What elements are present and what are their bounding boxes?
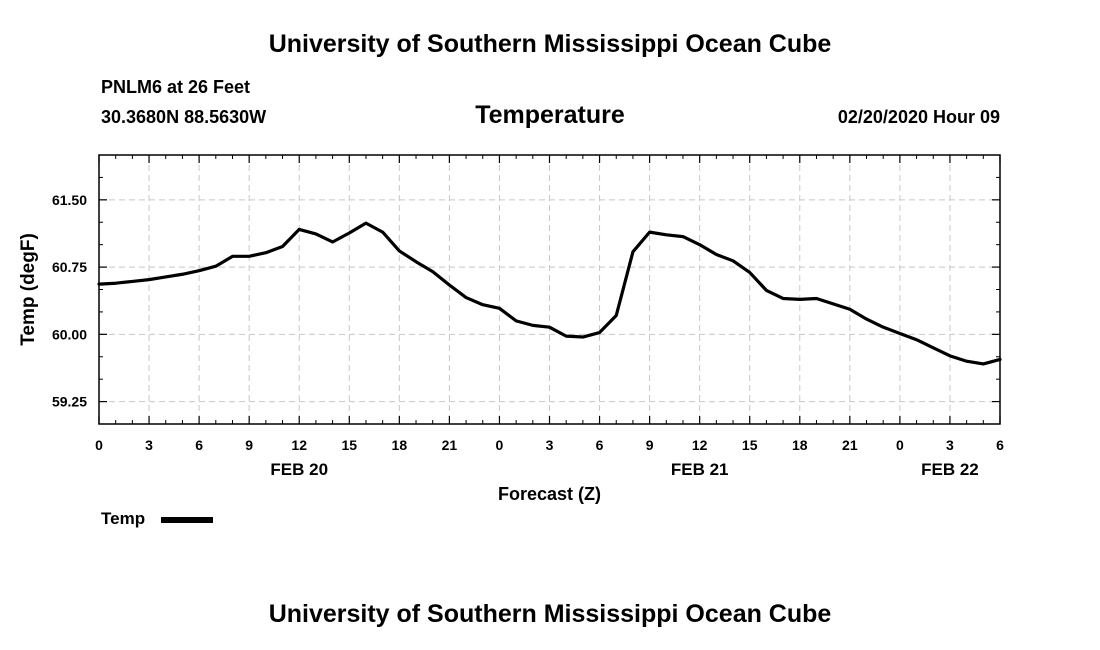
x-tick-label: 3 (946, 437, 954, 453)
date-label: FEB 20 (270, 460, 328, 479)
y-tick-label: 60.75 (52, 259, 87, 275)
x-tick-label: 18 (392, 437, 408, 453)
coordinates-label: 30.3680N 88.5630W (101, 107, 267, 127)
y-tick-label: 59.25 (52, 394, 87, 410)
footer-title: University of Southern Mississippi Ocean… (268, 600, 832, 628)
x-tick-label: 15 (742, 437, 758, 453)
x-tick-label: 6 (195, 437, 203, 453)
date-label: FEB 22 (921, 460, 979, 479)
x-tick-label: 6 (996, 437, 1004, 453)
legend-label: Temp (101, 509, 146, 528)
legend-line-swatch (161, 517, 213, 523)
y-tick-label: 60.00 (52, 326, 87, 342)
temp-series-line (97, 221, 1002, 366)
forecast-datetime: 02/20/2020 Hour 09 (837, 107, 1000, 127)
x-tick-label: 21 (442, 437, 458, 453)
x-tick-label: 0 (95, 437, 103, 453)
y-axis-title: Temp (degF) (18, 233, 39, 346)
x-tick-label: 3 (145, 437, 153, 453)
chart-title: Temperature (475, 101, 625, 129)
x-tick-label: 21 (842, 437, 858, 453)
x-tick-label: 12 (692, 437, 708, 453)
x-axis-title: Forecast (Z) (498, 484, 601, 504)
x-tick-label: 9 (646, 437, 654, 453)
x-tick-label: 3 (546, 437, 554, 453)
x-tick-label: 9 (245, 437, 253, 453)
y-tick-label: 61.50 (52, 192, 87, 208)
x-tick-label: 18 (792, 437, 808, 453)
station-label: PNLM6 at 26 Feet (101, 77, 251, 97)
x-tick-label: 6 (596, 437, 604, 453)
x-tick-label: 15 (341, 437, 357, 453)
date-label: FEB 21 (671, 460, 729, 479)
x-tick-label: 12 (291, 437, 307, 453)
x-tick-label: 0 (896, 437, 904, 453)
main-title: University of Southern Mississippi Ocean… (268, 30, 832, 58)
x-tick-label: 0 (496, 437, 504, 453)
